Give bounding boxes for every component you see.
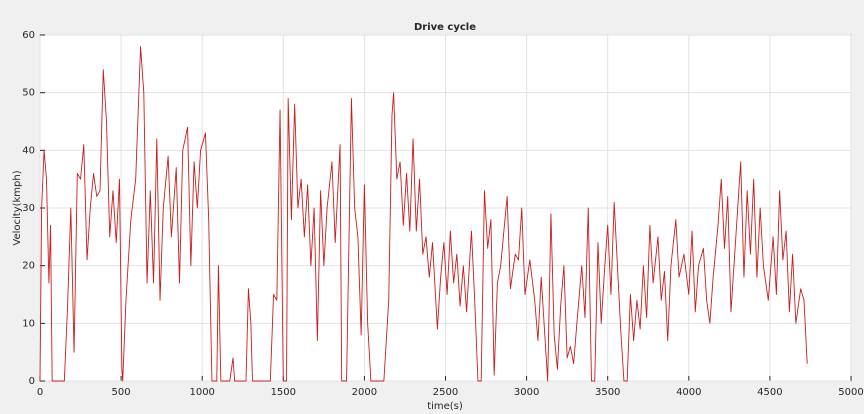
y-tick-label: 40 (22, 145, 35, 156)
y-tick-label: 50 (22, 88, 35, 99)
plot-layer: 0 500 1000 1500 2000 2500 3000 3500 4000 4500 5000… (22, 30, 863, 398)
x-tick-label: 4500 (757, 387, 782, 398)
x-tick-label: 2000 (352, 387, 377, 398)
chart-title: Drive cycle (414, 22, 476, 33)
y-tick-label: 0 (29, 376, 35, 387)
x-tick-label: 3000 (514, 387, 539, 398)
y-tick-label: 10 (22, 318, 35, 329)
x-axis-label: time(s) (427, 401, 463, 412)
x-tick-label: 500 (112, 387, 131, 398)
x-tick-label: 4000 (676, 387, 701, 398)
x-tick-label: 3500 (595, 387, 620, 398)
x-tick-label: 1000 (189, 387, 214, 398)
y-axis-label: Velocity(kmph) (12, 170, 23, 245)
x-tick-label: 0 (37, 387, 43, 398)
x-tick-label: 5000 (838, 387, 863, 398)
x-tick-label: 1500 (271, 387, 296, 398)
y-tick-label: 20 (22, 261, 35, 272)
y-tick-label: 30 (22, 203, 35, 214)
data-line (39, 46, 808, 382)
y-tick-label: 60 (22, 30, 35, 41)
x-tick-label: 2500 (433, 387, 458, 398)
